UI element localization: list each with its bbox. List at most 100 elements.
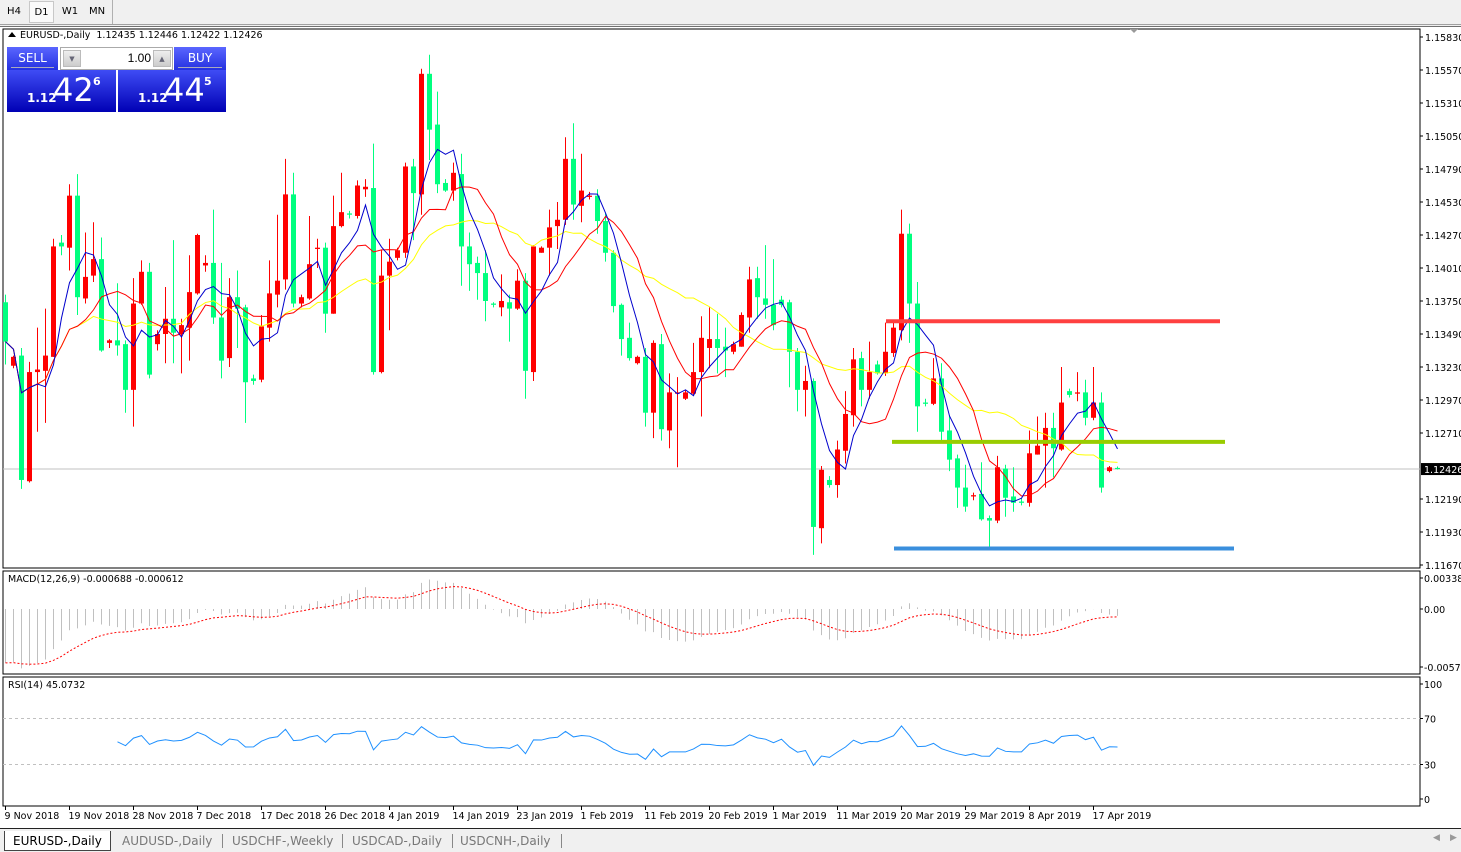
candle-body bbox=[827, 479, 832, 486]
lot-size-stepper[interactable]: ▼ ▲ bbox=[60, 47, 173, 70]
candle-body bbox=[979, 493, 984, 520]
candle-body bbox=[155, 334, 160, 345]
sell-price-box[interactable]: 1.12 42 6 bbox=[7, 70, 116, 112]
candle-body bbox=[787, 302, 792, 352]
candle bbox=[283, 158, 288, 290]
timeframe-d1-button[interactable]: D1 bbox=[29, 1, 54, 23]
candle-body bbox=[923, 402, 928, 404]
candle-body bbox=[675, 392, 680, 394]
tab-eurusd-daily[interactable]: EURUSD-,Daily bbox=[4, 831, 111, 851]
candle bbox=[139, 260, 144, 305]
rsi-pane[interactable] bbox=[2, 676, 1421, 807]
candle bbox=[275, 214, 280, 308]
scroll-right-icon[interactable]: ▶ bbox=[1450, 833, 1457, 843]
candle-body bbox=[99, 259, 104, 351]
timeframe-w1-button[interactable]: W1 bbox=[61, 6, 79, 17]
candle-body bbox=[611, 252, 616, 307]
tab-usdchf-weekly[interactable]: USDCHF-,Weekly bbox=[232, 834, 334, 848]
candle bbox=[867, 341, 872, 399]
candle bbox=[99, 237, 104, 352]
candle-body bbox=[67, 195, 72, 248]
candle-body bbox=[507, 302, 512, 309]
candle-body bbox=[523, 280, 528, 371]
candle-body bbox=[355, 185, 360, 216]
candle bbox=[1091, 367, 1096, 421]
macd-pane[interactable] bbox=[2, 570, 1421, 675]
candle bbox=[507, 294, 512, 342]
candle bbox=[51, 238, 56, 357]
candle-body bbox=[651, 342, 656, 413]
time-axis-label: 4 Jan 2019 bbox=[389, 811, 440, 822]
candle bbox=[1035, 416, 1040, 455]
candle-body bbox=[1075, 392, 1080, 394]
candle bbox=[3, 294, 8, 365]
candle-body bbox=[363, 186, 368, 190]
candle-body bbox=[603, 221, 608, 253]
sell-button[interactable]: SELL bbox=[7, 47, 58, 70]
candle-body bbox=[283, 194, 288, 280]
buy-button[interactable]: BUY bbox=[174, 47, 226, 70]
candle bbox=[347, 210, 352, 219]
time-axis-label: 19 Nov 2018 bbox=[69, 811, 130, 822]
scroll-left-icon[interactable]: ◀ bbox=[1433, 833, 1440, 843]
buy-price-prefix: 1.12 bbox=[138, 91, 168, 105]
candle bbox=[531, 245, 536, 381]
price-axis-label: 1.13230 bbox=[1425, 363, 1461, 374]
candle-body bbox=[403, 166, 408, 253]
candle-body bbox=[75, 195, 80, 298]
timeframe-h4-button[interactable]: H4 bbox=[7, 6, 21, 17]
sell-price-prefix: 1.12 bbox=[27, 91, 57, 105]
candle bbox=[739, 312, 744, 347]
buy-price-box[interactable]: 1.12 44 5 bbox=[118, 70, 226, 112]
candle-body bbox=[187, 292, 192, 328]
candle bbox=[155, 330, 160, 351]
candle-body bbox=[851, 359, 856, 416]
candle-body bbox=[531, 246, 536, 373]
tab-divider bbox=[222, 834, 223, 848]
candle-body bbox=[347, 213, 352, 215]
candle-body bbox=[379, 275, 384, 373]
candle bbox=[747, 266, 752, 333]
candle bbox=[835, 440, 840, 498]
candle-body bbox=[211, 262, 216, 318]
candle-body bbox=[1027, 453, 1032, 503]
candle bbox=[571, 123, 576, 220]
price-axis-label: 1.15050 bbox=[1425, 132, 1461, 143]
candle bbox=[499, 274, 504, 317]
candle bbox=[819, 466, 824, 544]
candle-body bbox=[795, 351, 800, 390]
lot-size-input[interactable] bbox=[83, 50, 151, 67]
candle-body bbox=[115, 340, 120, 346]
candle bbox=[403, 162, 408, 258]
candle bbox=[651, 340, 656, 439]
candle bbox=[763, 245, 768, 319]
tab-usdcnh-daily[interactable]: USDCNH-,Daily bbox=[460, 834, 551, 848]
lot-increase-icon[interactable]: ▲ bbox=[153, 50, 171, 67]
candle bbox=[787, 299, 792, 388]
moving-average-mid-line bbox=[5, 186, 1118, 497]
candle-body bbox=[747, 279, 752, 318]
candle bbox=[299, 294, 304, 308]
toolbar-divider bbox=[112, 0, 113, 24]
time-axis-label: 7 Dec 2018 bbox=[197, 811, 252, 822]
candle bbox=[323, 242, 328, 333]
tab-usdcad-daily[interactable]: USDCAD-,Daily bbox=[352, 834, 442, 848]
candle bbox=[955, 454, 960, 508]
candle-body bbox=[83, 276, 88, 299]
candle-body bbox=[571, 158, 576, 205]
timeframe-mn-button[interactable]: MN bbox=[88, 6, 106, 17]
candle-body bbox=[227, 297, 232, 359]
candle bbox=[771, 259, 776, 331]
chart-shift-marker-icon[interactable] bbox=[1130, 29, 1138, 33]
collapse-triangle-icon[interactable] bbox=[8, 32, 16, 37]
lot-decrease-icon[interactable]: ▼ bbox=[63, 50, 81, 67]
chart-tabs-bar: EURUSD-,Daily AUDUSD-,Daily USDCHF-,Week… bbox=[0, 828, 1461, 852]
candle-body bbox=[643, 356, 648, 413]
candle-body bbox=[299, 297, 304, 304]
price-axis-label: 1.15570 bbox=[1425, 66, 1461, 77]
tab-audusd-daily[interactable]: AUDUSD-,Daily bbox=[122, 834, 213, 848]
time-axis-label: 23 Jan 2019 bbox=[517, 811, 574, 822]
candle-body bbox=[171, 318, 176, 333]
candle-body bbox=[515, 280, 520, 309]
